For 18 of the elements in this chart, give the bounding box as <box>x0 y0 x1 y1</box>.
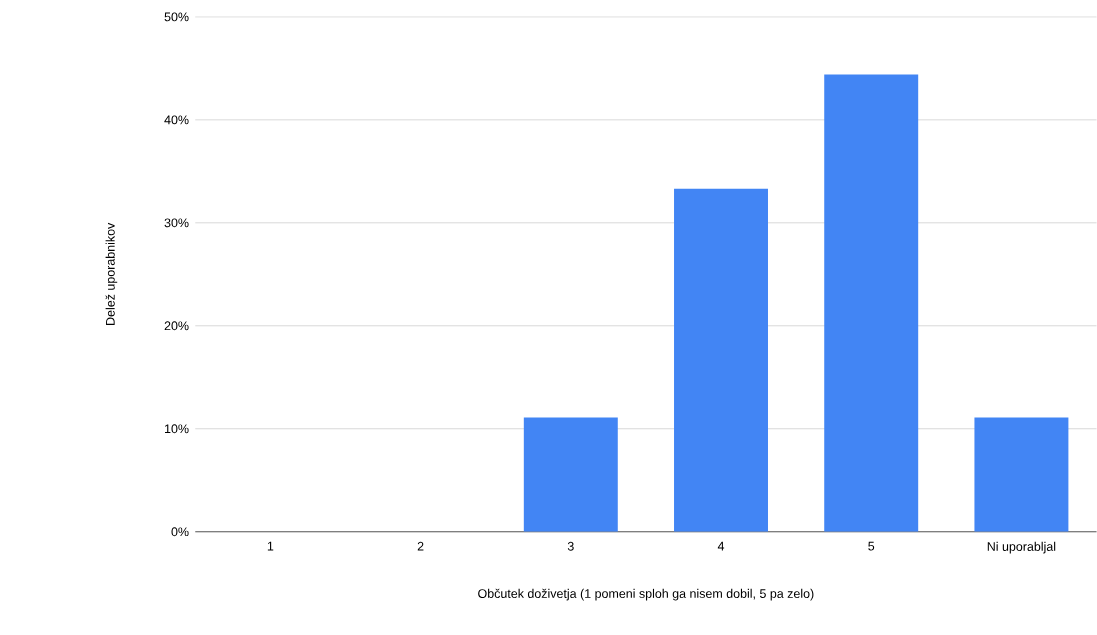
y-tick-label: 40% <box>164 115 189 125</box>
bar <box>523 417 618 532</box>
x-tick-label: 5 <box>868 541 875 551</box>
y-axis-title: Delež uporabnikov <box>105 222 118 326</box>
y-tick-label: 10% <box>165 424 189 434</box>
y-tick-label: 50% <box>164 12 189 22</box>
y-tick-label: 20% <box>164 321 189 331</box>
bar <box>824 74 919 532</box>
y-tick-label: 0% <box>171 527 189 537</box>
x-tick-label: 4 <box>717 541 725 551</box>
bar <box>974 417 1069 532</box>
x-tick-label: Ni uporabljal <box>987 541 1056 554</box>
x-tick-label: 3 <box>567 541 574 551</box>
x-tick-label: 1 <box>267 541 274 551</box>
x-tick-label: 2 <box>417 541 424 551</box>
bar <box>674 188 768 532</box>
x-axis-title: Občutek doživetja (1 pomeni sploh ga nisem dobil, 5 pa zelo) <box>478 588 814 601</box>
y-tick-label: 30% <box>164 218 189 228</box>
